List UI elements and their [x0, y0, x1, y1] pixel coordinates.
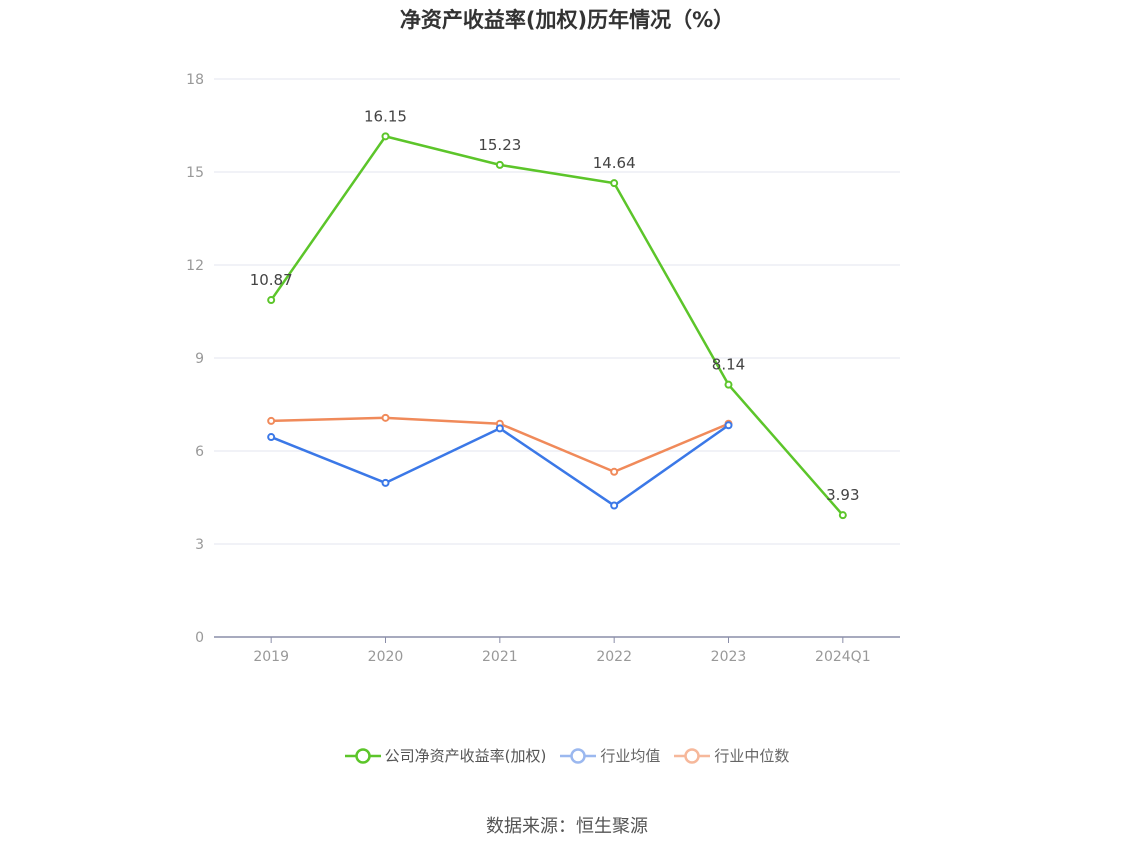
legend-label-company: 公司净资产收益率(加权) [384, 747, 547, 765]
data-point [724, 421, 733, 430]
legend-marker-median [674, 747, 711, 764]
y-tick-label: 12 [186, 258, 204, 274]
data-point [267, 433, 276, 442]
data-point [610, 501, 619, 510]
data-label: 15.23 [478, 136, 521, 154]
data-point [610, 467, 619, 476]
legend-label-average: 行业均值 [600, 747, 661, 765]
x-tick-label: 2020 [368, 649, 404, 665]
data-point [381, 478, 390, 487]
y-tick-label: 15 [186, 165, 204, 181]
legend-marker-average [560, 747, 597, 764]
line-chart: 0 3 6 9 12 15 18 2019 2020 2021 2022 2023 2024Q1 10.8… [186, 72, 900, 665]
data-label: 3.93 [826, 486, 859, 504]
data-point [495, 424, 504, 433]
series-line [270, 424, 730, 507]
legend-label-median: 行业中位数 [714, 747, 790, 765]
y-tick-label: 9 [195, 351, 204, 367]
data-point [495, 160, 504, 169]
data-label: 8.14 [712, 356, 745, 374]
data-source: 数据来源：恒生聚源 [486, 816, 648, 837]
legend-item-median[interactable]: 行业中位数 [674, 745, 789, 766]
chart-title: 净资产收益率(加权)历年情况（%） [399, 8, 735, 32]
x-tick-label: 2021 [482, 649, 518, 665]
data-point [381, 132, 390, 141]
data-point [267, 296, 276, 305]
legend: 公司净资产收益率(加权) 行业均值 行业中位数 [0, 745, 1134, 766]
series-line [270, 135, 844, 516]
data-point [267, 416, 276, 425]
data-point [381, 413, 390, 422]
data-label: 16.15 [364, 107, 407, 125]
data-point [838, 511, 847, 520]
y-tick-label: 0 [195, 630, 204, 646]
y-tick-label: 18 [186, 72, 204, 88]
x-tick-label: 2024Q1 [815, 649, 871, 665]
x-tick-label: 2023 [711, 649, 747, 665]
x-tick-label: 2019 [253, 649, 289, 665]
legend-item-average[interactable]: 行业均值 [560, 745, 660, 766]
x-tick-label: 2022 [596, 649, 632, 665]
data-label: 14.64 [593, 154, 636, 172]
data-point [724, 380, 733, 389]
legend-item-company[interactable]: 公司净资产收益率(加权) [344, 745, 547, 766]
legend-marker-company [344, 747, 381, 764]
y-tick-label: 3 [195, 537, 204, 553]
y-tick-label: 6 [195, 444, 204, 460]
data-point [610, 179, 619, 188]
data-label: 10.87 [250, 271, 293, 289]
